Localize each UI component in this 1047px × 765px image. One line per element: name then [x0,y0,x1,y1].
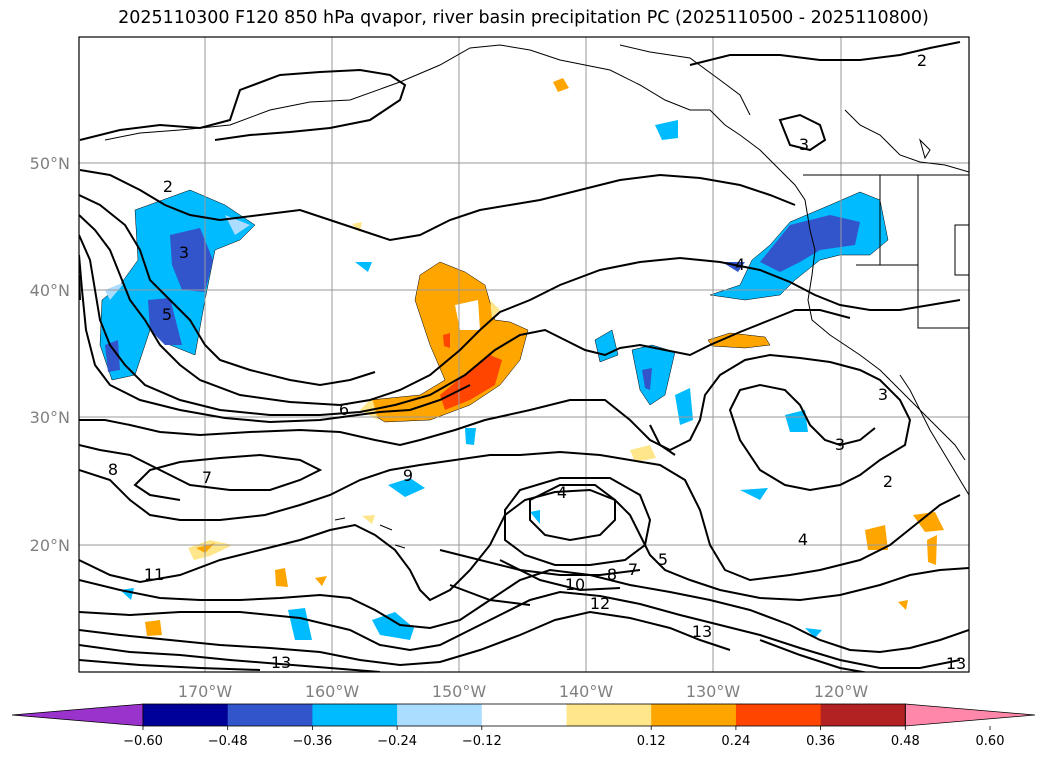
colorbar-outline [142,703,906,727]
lon-label: 130°W [686,682,741,701]
lat-label: 50°N [30,154,70,173]
colorbar-segment [820,704,906,726]
contour-label: 3 [835,435,845,454]
contour-label: 13 [271,653,291,672]
contour-label: 11 [144,565,164,584]
contour-label: 2 [917,51,927,70]
coastlines [104,44,969,549]
precipitation-shading [99,78,944,640]
colorbar-segment [227,704,313,726]
contour-label: 5 [162,305,172,324]
contour-label: 2 [163,177,173,196]
colorbar-segment [481,704,567,726]
colorbar-extend-high [904,703,1036,727]
map-title: 2025110300 F120 850 hPa qvapor, river ba… [118,8,929,28]
contour-label: 2 [883,472,893,491]
colorbar-tick-label: 0.60 [976,734,1005,749]
colorbar-tick-label: −0.60 [123,734,163,749]
contour-label: 3 [179,243,189,262]
contour-label: 7 [628,560,638,579]
colorbar-segment [651,704,737,726]
colorbar-tick-label: 0.24 [721,734,750,749]
map-frame [78,36,970,673]
colorbar-tick-label: −0.24 [377,734,417,749]
contour-label: 3 [878,385,888,404]
contour-label: 4 [557,483,567,502]
lat-label: 30°N [30,408,70,427]
contour-label: 12 [590,594,610,613]
contour-label: 6 [339,400,349,419]
colorbar-tick-label: −0.36 [292,734,332,749]
contour-label-group: 2 3 2 3 5 4 6 7 8 9 4 5 7 8 10 12 13 11 … [108,51,966,673]
colorbar-segment [566,704,652,726]
colorbar-tick-label: 0.36 [806,734,835,749]
graticule [79,37,969,672]
colorbar-tick-label: −0.48 [208,734,248,749]
lon-label: 160°W [305,682,360,701]
contour-label: 13 [692,622,712,641]
latitude-labels: 50°N 40°N 30°N 20°N [30,154,70,555]
lon-label: 140°W [559,682,614,701]
qvapor-contours [79,41,969,672]
colorbar-segment [735,704,822,726]
colorbar-tick-label: −0.12 [462,734,502,749]
colorbar-segment [312,704,398,726]
contour-label: 3 [799,135,809,154]
colorbar-extend-low [11,703,144,727]
contour-label: 5 [658,550,668,569]
contour-label: 8 [607,565,617,584]
contour-label: 4 [735,255,745,274]
contour-label: 7 [202,468,212,487]
contour-label: 8 [108,460,118,479]
contour-label: 10 [565,575,585,594]
lon-label: 150°W [432,682,487,701]
lat-label: 40°N [30,281,70,300]
colorbar: −0.60 −0.48 −0.36 −0.24 −0.12 0.12 0.24 0.36 0.4… [11,703,1036,749]
colorbar-tick-label: 0.12 [637,734,666,749]
colorbar-tick-label: 0.48 [891,734,920,749]
colorbar-segment [397,704,483,726]
lon-label: 170°W [178,682,233,701]
colorbar-segment [143,704,229,726]
lon-label: 120°W [814,682,869,701]
contour-label: 9 [403,466,413,485]
contour-label: 13 [946,654,966,673]
longitude-labels: 170°W 160°W 150°W 140°W 130°W 120°W [178,682,869,701]
contour-label: 4 [798,530,808,549]
lat-label: 20°N [30,536,70,555]
